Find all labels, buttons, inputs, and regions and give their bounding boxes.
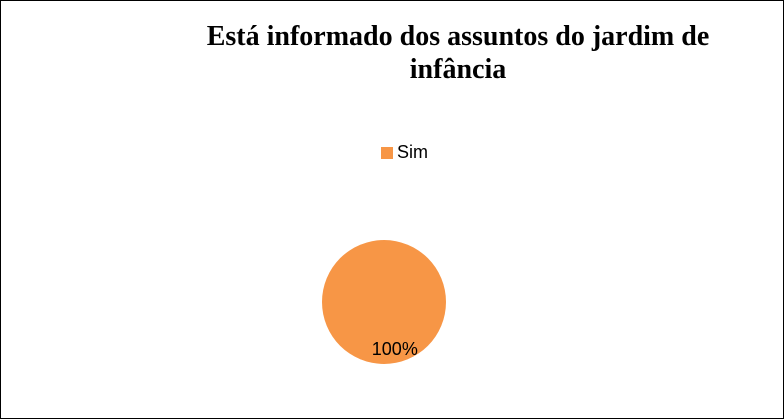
legend-swatch [381,147,393,159]
data-label: 100% [372,339,418,359]
pie-slice [322,240,446,364]
legend-label: Sim [397,142,428,162]
chart-title: Está informado dos assuntos do jardim de… [206,21,710,85]
